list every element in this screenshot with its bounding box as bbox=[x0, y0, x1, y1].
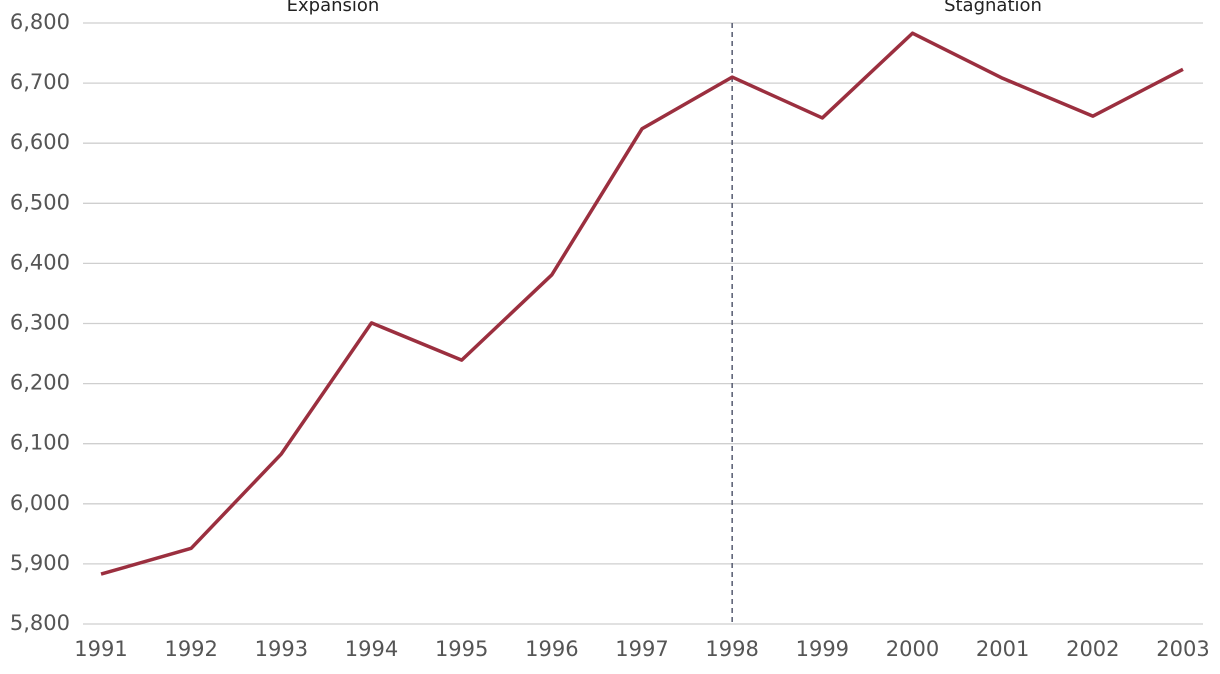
data-line bbox=[100, 31, 1184, 576]
x-tick-label: 1992 bbox=[164, 637, 217, 661]
y-tick-label: 5,800 bbox=[10, 611, 70, 635]
x-tick-label: 2001 bbox=[976, 637, 1029, 661]
y-tick-label: 6,700 bbox=[10, 70, 70, 94]
x-tick-label: 1993 bbox=[255, 637, 308, 661]
x-tick-label: 1997 bbox=[615, 637, 668, 661]
x-tick-label: 1998 bbox=[705, 637, 758, 661]
x-tick-label: 1995 bbox=[435, 637, 488, 661]
y-tick-label: 6,400 bbox=[10, 250, 70, 274]
annotation: Stagnation bbox=[944, 0, 1042, 16]
y-tick-label: 6,000 bbox=[10, 491, 70, 515]
y-tick-label: 5,900 bbox=[10, 551, 70, 575]
x-tick-label: 2002 bbox=[1066, 637, 1119, 661]
y-tick-label: 6,200 bbox=[10, 371, 70, 395]
x-tick-label: 1991 bbox=[74, 637, 127, 661]
x-tick-label: 1994 bbox=[345, 637, 398, 661]
y-tick-label: 6,300 bbox=[10, 311, 70, 335]
y-tick-label: 6,800 bbox=[10, 10, 70, 34]
x-tick-label: 1996 bbox=[525, 637, 578, 661]
y-tick-label: 6,500 bbox=[10, 190, 70, 214]
annotation: Expansion bbox=[287, 0, 380, 16]
x-tick-label: 2000 bbox=[886, 637, 939, 661]
x-tick-label: 2003 bbox=[1156, 637, 1209, 661]
y-tick-label: 6,600 bbox=[10, 130, 70, 154]
y-tick-label: 6,100 bbox=[10, 431, 70, 455]
x-tick-label: 1999 bbox=[796, 637, 849, 661]
